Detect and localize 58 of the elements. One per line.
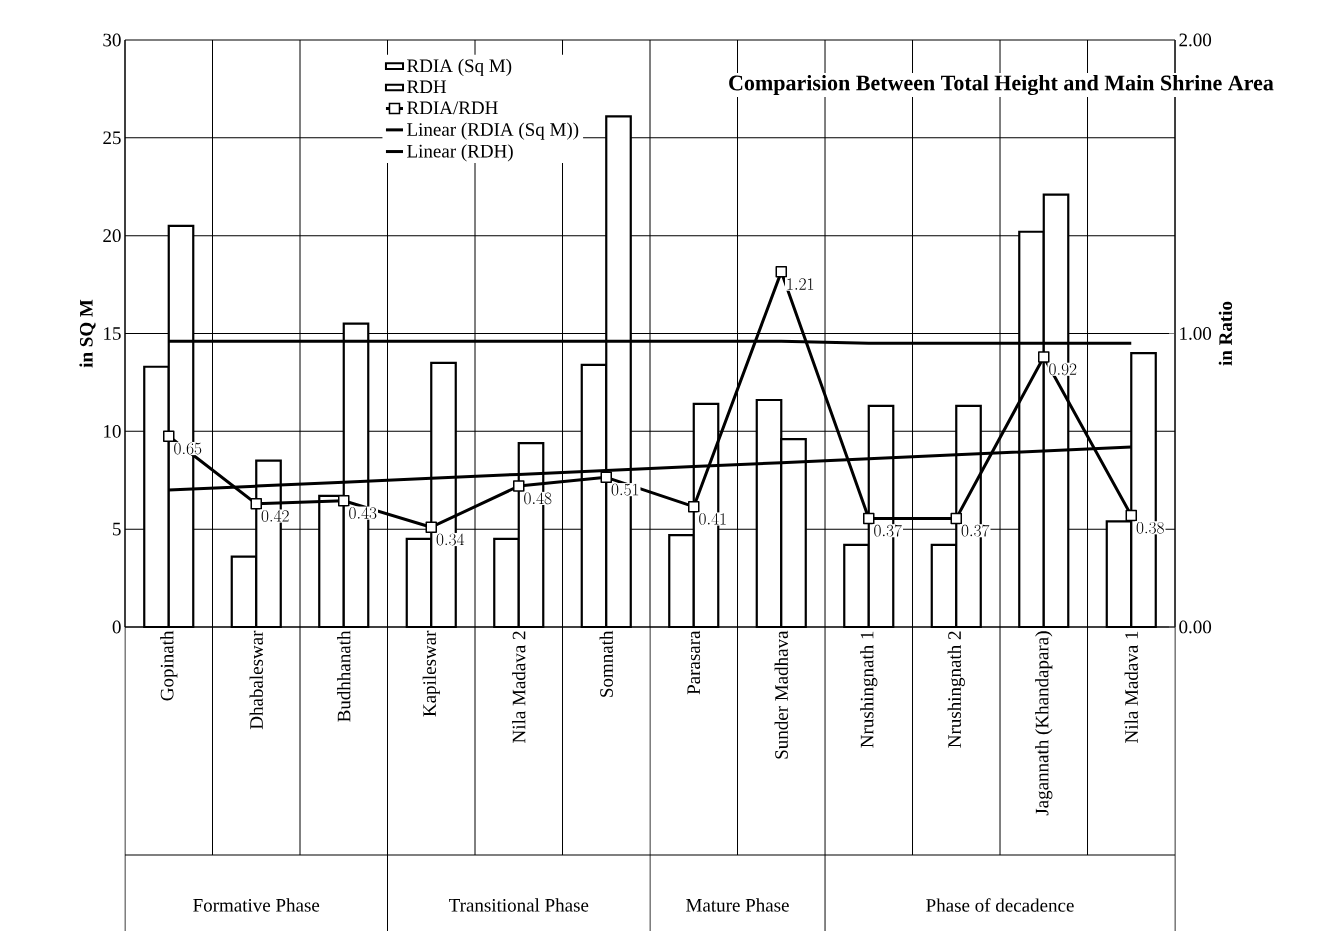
data-label: 0.42 xyxy=(261,510,289,523)
data-label: 0.38 xyxy=(1136,522,1164,534)
text: Transitional Phase xyxy=(449,898,589,912)
point xyxy=(688,501,700,513)
data-label: 0.34 xyxy=(436,533,465,546)
x-tick-label: Jagannath (Khandapara) xyxy=(1035,631,1053,816)
y2-tick-label: 2.00 xyxy=(1179,33,1212,47)
x-tick-label: Nrushingnath 1 xyxy=(860,631,878,748)
data-label: 0.41 xyxy=(699,513,726,526)
point xyxy=(250,498,262,510)
point xyxy=(163,430,175,443)
x-tick-label: Nila Madava 2 xyxy=(512,631,526,744)
x-tick-label: Kapileswar xyxy=(422,630,440,717)
x-tick-label: Nila Madava 1 xyxy=(1124,631,1138,744)
point xyxy=(950,512,963,525)
x-tick-label: Nrushingnath 2 xyxy=(947,631,965,748)
point xyxy=(775,266,788,278)
data-label: 0.92 xyxy=(1049,363,1077,376)
data-label: 0.51 xyxy=(611,484,639,496)
y-axis-title: in SQ M xyxy=(79,299,96,368)
text: Formative Phase xyxy=(193,898,320,912)
point xyxy=(1038,351,1050,363)
x-tick-label: Gopinath xyxy=(160,631,178,701)
x-tick-label: Dhabaleswar xyxy=(249,630,263,730)
point xyxy=(425,521,438,534)
y-tick-label: 20 xyxy=(103,229,121,243)
x-tick-label: Sunder Madhava xyxy=(774,631,788,759)
data-label: 0.65 xyxy=(174,442,202,455)
y-tick-label: 0 xyxy=(112,620,121,634)
legend-label: RDIA/RDH xyxy=(407,101,498,115)
x-tick-label: Somnath xyxy=(599,631,613,698)
y2-axis-title: in Ratio xyxy=(1218,302,1233,366)
y-tick-label: 10 xyxy=(104,425,121,438)
data-label: 0.37 xyxy=(874,524,902,537)
legend-label: RDIA (Sq M) xyxy=(407,59,512,77)
x-tick-label: Parasara xyxy=(687,631,701,695)
data-label: 0.43 xyxy=(349,507,377,520)
y-tick-label: 5 xyxy=(113,523,121,536)
text: Mature Phase xyxy=(686,898,789,912)
y2-tick-label: 0.00 xyxy=(1179,620,1212,634)
data-label: 0.48 xyxy=(524,492,552,505)
legend-label: RDH xyxy=(407,80,447,94)
point xyxy=(338,495,350,507)
point xyxy=(863,512,875,525)
point xyxy=(513,480,525,493)
y2-tick-label: 1.00 xyxy=(1180,327,1212,341)
point xyxy=(1125,509,1138,522)
text: Phase of decadence xyxy=(926,898,1074,913)
point xyxy=(600,471,613,484)
y-tick-label: 15 xyxy=(104,327,121,341)
y-tick-label: 25 xyxy=(103,131,121,145)
data-label: 0.37 xyxy=(961,524,990,537)
x-tick-label: Budhhanath xyxy=(337,631,351,723)
legend-label: Linear (RDIA (Sq M)) xyxy=(407,122,579,141)
y-tick-label: 30 xyxy=(103,33,121,47)
text: Comparision Between Total Height and Main Shrine Area xyxy=(729,75,1274,96)
data-label: 1 .21 xyxy=(787,278,814,290)
legend-label: Linear (RDH) xyxy=(407,144,513,162)
